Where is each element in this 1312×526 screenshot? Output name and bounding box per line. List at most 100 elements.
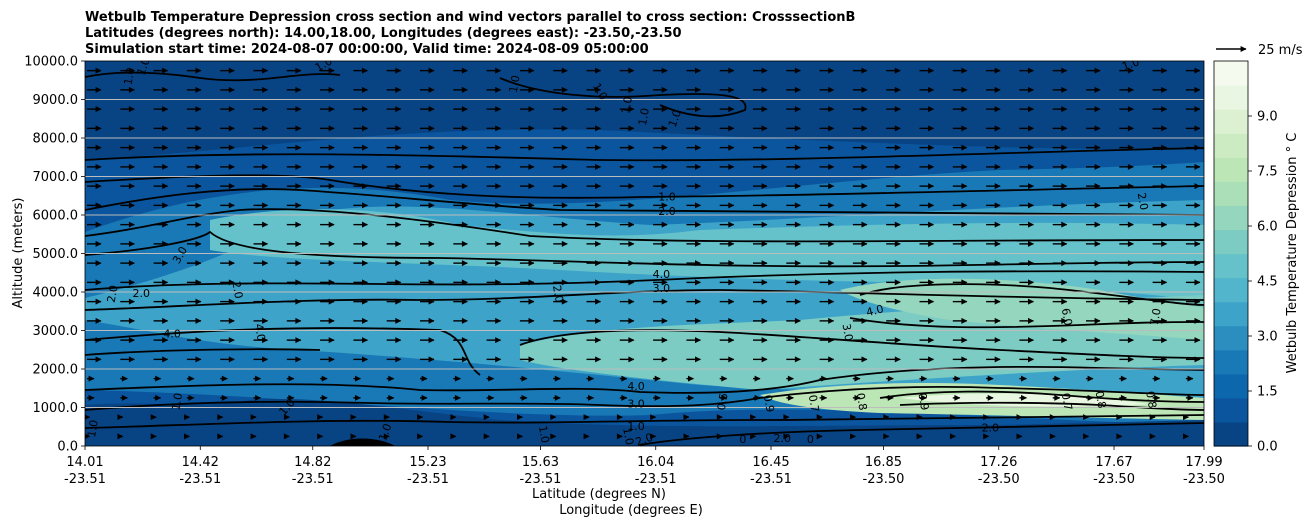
- contour-label: 2.0: [229, 280, 245, 299]
- x-tick-label-latitude: 15.63: [522, 455, 559, 470]
- x-tick-label-latitude: 17.67: [1095, 455, 1132, 470]
- colorbar-tick-label: 4.5: [1257, 275, 1278, 290]
- contour-line: [85, 147, 1204, 162]
- contour-label: 0.8: [1093, 390, 1109, 409]
- contour-label: 1.0: [169, 392, 185, 411]
- contour-label: 1.0: [536, 425, 552, 444]
- x-tick-label-latitude: 16.45: [752, 455, 789, 470]
- contour-label: 0.5: [715, 392, 731, 411]
- colorbar-swatch: [1214, 109, 1248, 134]
- x-tick-label-longitude: -23.51: [750, 472, 792, 487]
- contour-labels: 1.01.0 1.01.0 1.01.01.0 1.01.01.02.02.03.02…: [85, 56, 1164, 449]
- colorbar: 0.0 1.5 3.0 4.5 6.0 7.5 9.0: [1213, 60, 1278, 455]
- contour-label: 3.0: [653, 282, 671, 295]
- x-tick-label-longitude: -23.50: [1093, 472, 1135, 487]
- contour-label: 0: [807, 433, 814, 446]
- colorbar-swatch: [1214, 421, 1248, 447]
- contour-label: 7.0: [1148, 307, 1164, 326]
- contour-line: [85, 208, 1204, 243]
- colorbar-tick-label: 3.0: [1257, 330, 1278, 345]
- band-layer-3: [210, 209, 1204, 300]
- y-tick-label: 8000.0: [33, 132, 79, 147]
- colorbar-swatch: [1214, 253, 1248, 279]
- x-tick-label-longitude: -23.50: [1183, 472, 1225, 487]
- y-tick-label: 9000.0: [33, 93, 79, 108]
- colorbar-swatch: [1214, 157, 1248, 182]
- band-upper-dark: [85, 61, 1204, 160]
- y-tick-label: 5000.0: [33, 247, 79, 262]
- contour-label: 0.8: [854, 392, 870, 411]
- x-tick-label-longitude: -23.51: [635, 472, 677, 487]
- x-tick-label-longitude: -23.51: [179, 472, 221, 487]
- colorbar-swatch: [1214, 181, 1248, 206]
- wind-legend-label: 25 m/s: [1258, 43, 1303, 58]
- contour-label: 2.0: [132, 287, 150, 300]
- contour-label: 0.9: [761, 394, 777, 413]
- contour-label: 2.0: [774, 432, 792, 445]
- x-tick-label-latitude: 16.85: [865, 455, 902, 470]
- y-tick-label: 2000.0: [33, 363, 79, 378]
- contour-label: 2.0: [634, 431, 655, 449]
- contour-label: 0.7: [806, 394, 822, 413]
- x-tick-label-latitude: 16.04: [637, 455, 674, 470]
- contour-line: [85, 348, 321, 356]
- contour-line: [899, 401, 1204, 411]
- contour-label: 2.0: [658, 205, 676, 218]
- colorbar-swatch: [1214, 229, 1248, 255]
- contour-line: [85, 327, 481, 376]
- contour-label: 0.7: [1059, 392, 1075, 411]
- contour-label: 1.0: [134, 56, 152, 77]
- contour-line: [85, 366, 1204, 394]
- colorbar-swatch: [1214, 205, 1248, 231]
- x-tick-label-longitude: -23.50: [863, 472, 905, 487]
- title-line-2: Latitudes (degrees north): 14.00,18.00, …: [85, 26, 682, 41]
- contour-label: 1.0: [85, 419, 101, 438]
- contour-label: 2.0: [550, 284, 566, 303]
- colorbar-frame: [1213, 60, 1249, 447]
- colorbar-label: Wetbulb Temperature Depression ° C: [1285, 133, 1300, 374]
- contour-label: 2.0: [982, 422, 1000, 435]
- contour-label: 1.0: [666, 108, 684, 129]
- contour-line: [85, 385, 1204, 411]
- x-tick-label-latitude: 14.01: [66, 455, 103, 470]
- contour-lines: [85, 71, 1204, 446]
- contour-label: 0: [739, 433, 746, 446]
- colorbar-tick-label: 9.0: [1257, 110, 1278, 125]
- contour-label: 0.9: [915, 392, 931, 411]
- contour-line: [85, 188, 1204, 216]
- contour-label: 6.0: [1059, 307, 1075, 326]
- y-tick-label: 0.0: [57, 440, 78, 455]
- x-tick-label-longitude: -23.51: [64, 472, 106, 487]
- contour-line: [85, 71, 341, 82]
- title-line-1: Wetbulb Temperature Depression cross sec…: [85, 10, 855, 25]
- gridlines: [85, 99, 1204, 408]
- colorbar-tick-label: 1.5: [1257, 385, 1278, 400]
- colorbar-tick-label: 6.0: [1257, 220, 1278, 235]
- x-tick-label-longitude: -23.51: [407, 472, 449, 487]
- x-tick-label-latitude: 17.26: [980, 455, 1017, 470]
- colorbar-swatch: [1214, 277, 1248, 303]
- contour-label: 3.0: [627, 397, 645, 410]
- contour-label: 1.0: [620, 427, 636, 446]
- wind-legend: 25 m/s: [1216, 43, 1303, 58]
- wind-vectors: [85, 67, 1201, 440]
- contour-label: 1.0: [619, 95, 635, 114]
- contour-label: 1.0: [122, 67, 138, 86]
- colorbar-swatch: [1214, 325, 1248, 351]
- colorbar-swatch: [1214, 349, 1248, 375]
- contour-line: [85, 230, 1204, 268]
- contour-line: [849, 317, 1204, 329]
- band-surface-dark: [85, 399, 1204, 446]
- colorbar-tick-label: 0.0: [1257, 440, 1278, 455]
- x-tick-label-longitude: -23.51: [292, 472, 334, 487]
- x-axis-label-longitude: Longitude (degrees E): [559, 503, 703, 518]
- contour-label: 2.0: [1135, 192, 1151, 211]
- x-tick-label-longitude: -23.50: [978, 472, 1020, 487]
- contour-label: 4.0: [865, 302, 885, 319]
- x-tick-label-latitude: 17.99: [1185, 455, 1222, 470]
- contour-line: [85, 174, 1204, 199]
- colorbar-swatch: [1214, 61, 1248, 86]
- colorbar-swatch: [1214, 397, 1248, 423]
- contour-label: 3.0: [840, 323, 856, 342]
